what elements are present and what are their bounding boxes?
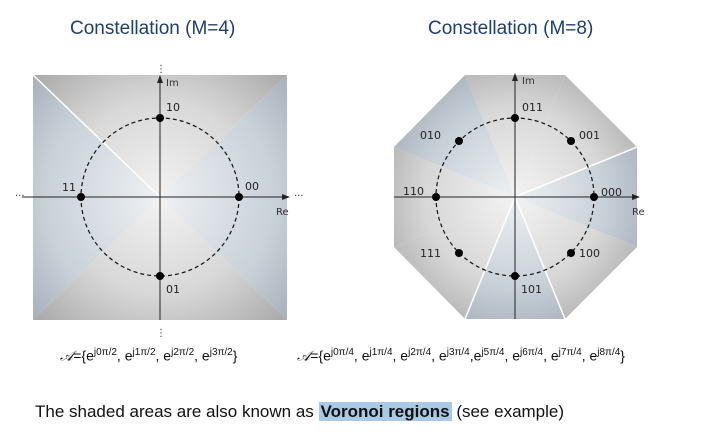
- set-exponent: j0π/4: [330, 347, 354, 358]
- m4-point-01: [156, 272, 164, 280]
- m8-imag-arrow: [512, 73, 518, 81]
- title-m8: Constellation (M=8): [428, 18, 594, 39]
- set-text: , e: [543, 347, 559, 364]
- m8-point-010: [455, 137, 463, 145]
- m8-label-010: 010: [420, 129, 441, 142]
- set-text: , e: [116, 347, 133, 364]
- set-exponent: j6π/4: [520, 347, 544, 358]
- set-text: ={e: [73, 347, 94, 364]
- set-exponent: j1π/4: [369, 347, 393, 358]
- m4-label-10: 10: [166, 101, 180, 114]
- m8-label-110: 110: [403, 185, 424, 198]
- set-exponent: j2π/4: [408, 347, 432, 358]
- m4-label-11: 11: [62, 181, 76, 194]
- set-exponent: j7π/4: [558, 347, 582, 358]
- m8-re-label: Re: [632, 207, 645, 218]
- m8-region-001: [515, 75, 637, 197]
- set-exponent: j3π/4: [446, 347, 470, 358]
- set-text: , e: [155, 347, 172, 364]
- m8-region-100: [515, 197, 637, 319]
- m4-im-label: Im: [166, 78, 179, 89]
- m4-constellation: 10 11 00 01 Im Re ⋮ ⋮ ... ...: [15, 64, 304, 339]
- m8-boundary-line-1: [514, 146, 638, 198]
- set-text: , e: [504, 347, 521, 364]
- set-text: ,e: [469, 347, 482, 364]
- title-m4: Constellation (M=4): [70, 18, 236, 39]
- caption-text: (see example): [451, 402, 565, 421]
- set-symbol: 𝒜: [297, 349, 311, 365]
- m8-label-111: 111: [420, 247, 441, 260]
- m8-label-001: 001: [579, 129, 600, 142]
- m8-boundary-line-2: [514, 196, 566, 320]
- set-text: , e: [353, 347, 370, 364]
- set-exponent: j1π/2: [132, 347, 156, 358]
- m8-point-100: [567, 249, 575, 257]
- m8-label-011: 011: [522, 101, 543, 114]
- m8-point-001: [567, 137, 575, 145]
- m4-point-00: [235, 193, 243, 201]
- set-exponent: j0π/2: [93, 347, 117, 358]
- m8-label-101: 101: [521, 283, 542, 296]
- m8-real-arrow: [632, 194, 640, 200]
- m4-left-dots: ...: [15, 188, 25, 199]
- m8-label-100: 100: [579, 247, 600, 260]
- m8-point-110: [432, 193, 440, 201]
- m4-label-00: 00: [245, 180, 259, 193]
- m4-top-dots: ⋮: [156, 64, 166, 75]
- voronoi-regions-highlight: Voronoi regions: [318, 402, 452, 421]
- m4-point-11: [77, 193, 85, 201]
- set-exponent: j8π/4: [597, 347, 621, 358]
- m8-boundary-line-3: [464, 196, 516, 320]
- m8-region-111: [394, 197, 515, 319]
- set-text: }: [620, 347, 625, 364]
- m4-bottom-dots: ⋮: [156, 328, 166, 339]
- set-text: , e: [194, 347, 210, 364]
- set-text: , e: [581, 347, 598, 364]
- m4-label-01: 01: [166, 283, 180, 296]
- m8-point-000: [590, 193, 598, 201]
- m8-point-011: [511, 114, 519, 122]
- m4-right-dots: ...: [294, 188, 304, 199]
- m8-im-label: Im: [522, 76, 535, 87]
- m4-point-10: [156, 114, 164, 122]
- caption-text: The shaded areas are also known as: [35, 402, 319, 421]
- set-exponent: j2π/2: [171, 347, 195, 358]
- m4-re-label: Re: [276, 207, 289, 218]
- symbol-set-m4: 𝒜={ej0π/2, ej1π/2, ej2π/2, ej3π/2}: [60, 347, 237, 366]
- symbol-set-m8: 𝒜={ej0π/4, ej1π/4, ej2π/4, ej3π/4,ej5π/4…: [297, 347, 625, 366]
- voronoi-caption: The shaded areas are also known as Voron…: [35, 402, 564, 422]
- m8-point-101: [511, 272, 519, 280]
- m8-constellation: 000 001 011 010 110 111 101 100 Im Re: [394, 73, 645, 320]
- m4-imag-arrow: [157, 75, 163, 83]
- set-symbol: 𝒜: [60, 349, 74, 365]
- m8-label-000: 000: [601, 186, 622, 199]
- set-exponent: j3π/2: [209, 347, 233, 358]
- m8-region-010: [394, 75, 515, 197]
- set-text: , e: [392, 347, 409, 364]
- set-text: , e: [431, 347, 447, 364]
- m4-boundary-line: [32, 74, 161, 198]
- m4-real-arrow: [282, 194, 290, 200]
- m8-point-111: [455, 249, 463, 257]
- set-exponent: j5π/4: [481, 347, 505, 358]
- set-text: }: [232, 347, 238, 364]
- set-text: ={e: [310, 347, 331, 364]
